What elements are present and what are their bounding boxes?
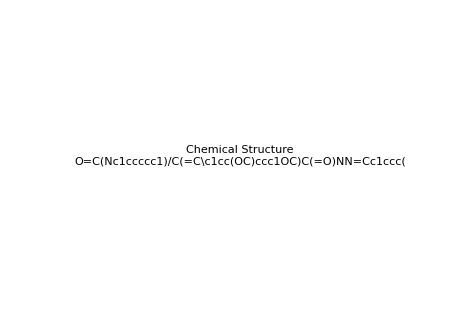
Text: Chemical Structure
O=C(Nc1ccccc1)/C(=C\c1cc(OC)ccc1OC)C(=O)NN=Cc1ccc(: Chemical Structure O=C(Nc1ccccc1)/C(=C\c… bbox=[74, 145, 406, 167]
